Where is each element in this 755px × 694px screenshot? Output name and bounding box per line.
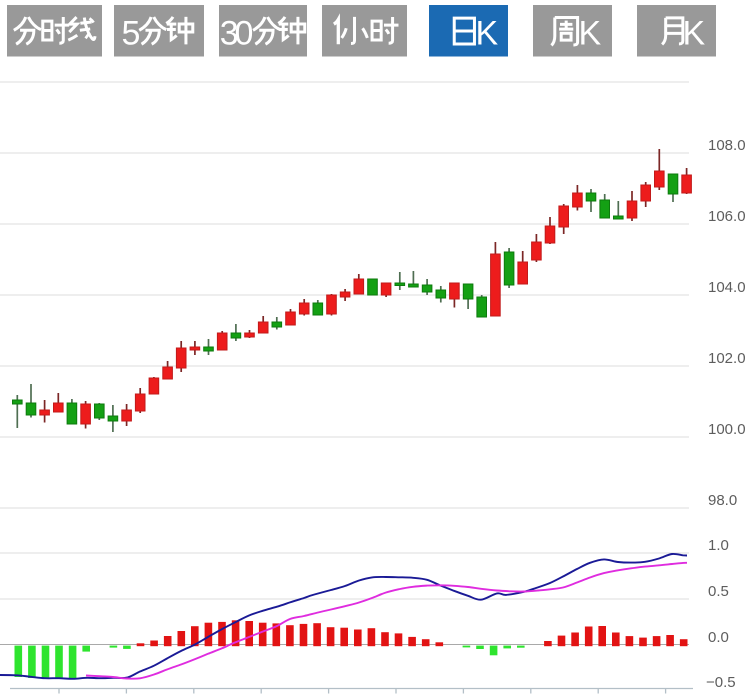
svg-text:0: 0 xyxy=(235,14,254,52)
svg-text:100.0: 100.0 xyxy=(708,421,746,438)
svg-text:98.0: 98.0 xyxy=(708,492,737,509)
svg-text:104.0: 104.0 xyxy=(708,279,746,296)
svg-text:0.5: 0.5 xyxy=(708,583,729,600)
svg-text:0.0: 0.0 xyxy=(708,629,729,646)
svg-text:108.0: 108.0 xyxy=(708,137,746,154)
svg-text:1.0: 1.0 xyxy=(708,537,729,554)
svg-text:K: K xyxy=(683,14,706,52)
svg-text:−0.5: −0.5 xyxy=(706,674,736,691)
svg-text:5: 5 xyxy=(122,14,141,52)
svg-text:102.0: 102.0 xyxy=(708,350,746,367)
svg-text:106.0: 106.0 xyxy=(708,208,746,225)
svg-text:K: K xyxy=(579,14,602,52)
svg-text:3: 3 xyxy=(220,14,239,52)
svg-text:K: K xyxy=(476,14,499,52)
